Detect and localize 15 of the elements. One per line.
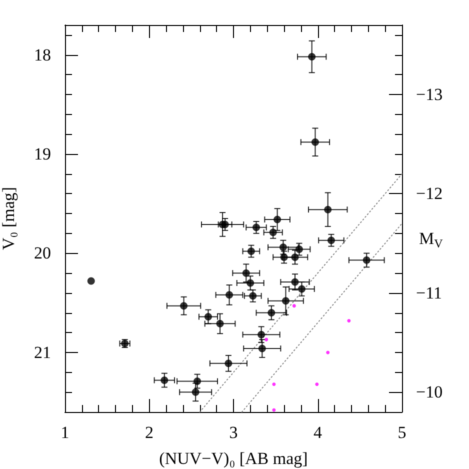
x-axis-title: (NUV−V)₀ [AB mag] <box>159 449 308 468</box>
x-tick-label: 4 <box>314 423 322 442</box>
y2-tick-label: −13 <box>416 84 443 104</box>
x-tick-label: 1 <box>60 423 70 442</box>
y-tick-label: 19 <box>34 144 51 164</box>
y2-tick-label: −10 <box>416 382 443 402</box>
y-tick-label: 20 <box>34 244 51 263</box>
y2-tick-label: −12 <box>416 184 443 204</box>
x-tick-label: 3 <box>229 423 238 442</box>
x-tick-label: 2 <box>145 423 154 442</box>
y2-tick-label: −11 <box>416 283 442 302</box>
x-tick-label: 5 <box>398 423 406 442</box>
y-axis-title: V₀ [mag] <box>0 186 18 250</box>
y-tick-label: 21 <box>34 342 51 362</box>
y-tick-label: 18 <box>34 45 51 64</box>
